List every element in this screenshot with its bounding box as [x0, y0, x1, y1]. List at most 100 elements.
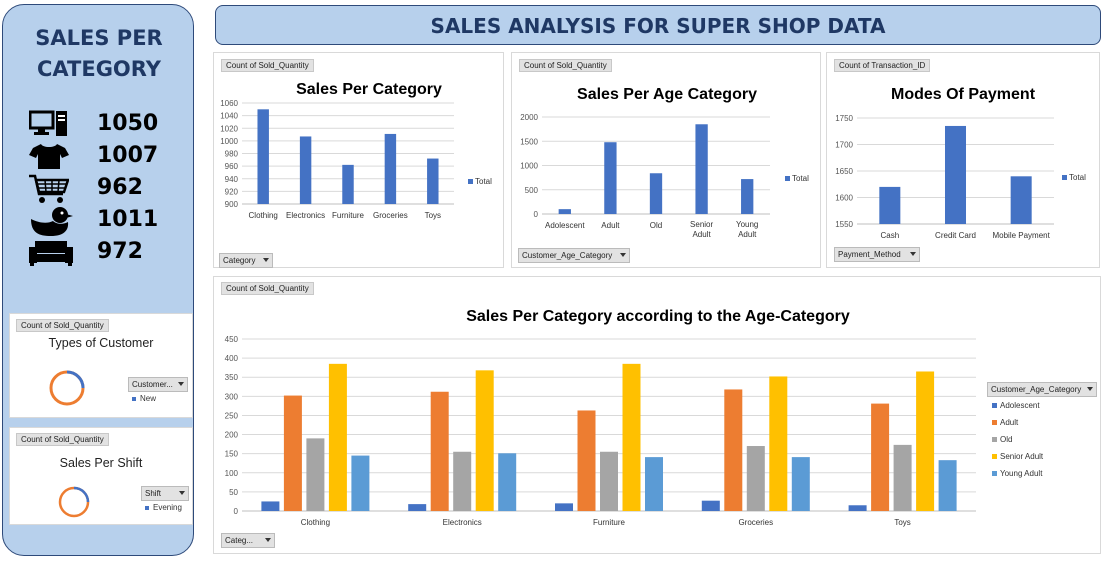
y-tick-label: 980	[225, 150, 239, 159]
category-age-grouped-bar-chart: Sales Per Category according to the Age-…	[225, 308, 1044, 527]
x-tick-label: Clothing	[249, 211, 278, 220]
bar-electronics-adolescent	[408, 504, 427, 511]
legend-item-evening: Evening	[145, 503, 182, 512]
sidebar-title-line2: CATEGORY	[36, 57, 162, 81]
y-tick-label: 1700	[835, 141, 853, 150]
chart-title: Modes Of Payment	[891, 86, 1036, 103]
x-tick-label: Groceries	[738, 518, 773, 527]
y-tick-label: 1000	[520, 162, 538, 171]
field-button[interactable]: Count of Sold_Quantity	[519, 59, 612, 72]
age-filter-dropdown[interactable]: Customer_Age_Category	[518, 248, 630, 263]
legend-label: Adolescent	[1000, 401, 1040, 410]
category-age-chart-panel: Count of Sold_Quantity Sales Per Categor…	[213, 276, 1101, 554]
bar-groceries-adolescent	[701, 500, 720, 511]
legend-swatch	[992, 471, 997, 476]
field-button[interactable]: Count of Sold_Quantity	[221, 59, 314, 72]
category-stat-value: 1011	[97, 207, 159, 232]
legend-label: Senior Adult	[1000, 452, 1044, 461]
y-tick-label: 250	[225, 411, 239, 420]
y-tick-label: 920	[225, 187, 239, 196]
bar-electronics-adult	[430, 391, 449, 511]
chevron-down-icon	[178, 382, 184, 386]
chevron-down-icon	[179, 491, 185, 495]
chevron-down-icon	[910, 252, 916, 256]
sidebar-title-line1: SALES PER	[35, 26, 163, 50]
legend-swatch	[992, 403, 997, 408]
x-tick-label: Senior	[690, 220, 713, 229]
bar-electronics-senior-adult	[475, 370, 494, 511]
legend-swatch	[992, 437, 997, 442]
legend-label: Total	[475, 177, 492, 186]
bar-groceries-senior-adult	[769, 376, 788, 511]
donut-segment-new	[66, 370, 85, 389]
customer-filter-dropdown[interactable]: Customer...	[128, 377, 188, 392]
category-stat-value: 1050	[97, 111, 159, 136]
shift-filter-dropdown[interactable]: Shift	[141, 486, 189, 501]
legend-item-new: New	[132, 394, 156, 403]
bar-clothing-adult	[283, 395, 302, 511]
category-stat-electronics: 1007	[29, 141, 189, 173]
bar-groceries	[384, 133, 397, 204]
field-button[interactable]: Count of Transaction_ID	[834, 59, 931, 72]
dashboard-header: SALES ANALYSIS FOR SUPER SHOP DATA	[215, 5, 1101, 45]
customer-type-card: Count of Sold_Quantity Types of Customer…	[9, 313, 193, 418]
legend-label: Adult	[1000, 418, 1019, 427]
x-tick-label: Furniture	[593, 518, 626, 527]
y-tick-label: 1000	[220, 137, 238, 146]
category-stat-value: 962	[97, 175, 143, 200]
age-category-legend-dropdown[interactable]: Customer_Age_Category	[987, 382, 1097, 397]
customer-donut-chart	[49, 370, 85, 406]
legend-label: Old	[1000, 435, 1012, 444]
shopping-cart-icon	[29, 174, 69, 203]
y-tick-label: 300	[225, 392, 239, 401]
bar-toys	[427, 158, 439, 204]
legend-label: Young Adult	[1000, 469, 1043, 478]
chevron-down-icon	[1087, 387, 1093, 391]
bar-groceries-adult	[724, 389, 743, 511]
chart-title: Sales Per Category according to the Age-…	[466, 308, 850, 325]
x-tick-label: Groceries	[373, 211, 408, 220]
payment-filter-dropdown[interactable]: Payment_Method	[834, 247, 920, 262]
y-tick-label: 100	[225, 469, 239, 478]
y-tick-label: 150	[225, 450, 239, 459]
bar-furniture-adolescent	[555, 503, 573, 511]
y-tick-label: 200	[225, 431, 239, 440]
sofa-icon	[29, 241, 73, 266]
category-stat-clothing: 1050	[29, 109, 189, 141]
legend-swatch	[132, 396, 136, 401]
x-tick-label: Electronics	[286, 211, 325, 220]
bar-clothing-old	[306, 438, 325, 511]
dropdown-label: Customer_Age_Category	[522, 251, 613, 260]
bar-electronics	[299, 136, 312, 204]
x-tick-label: Young	[736, 220, 758, 229]
legend-swatch	[992, 454, 997, 459]
x-tick-label: Furniture	[332, 211, 365, 220]
customer-type-title: Types of Customer	[48, 336, 154, 350]
y-tick-label: 1500	[520, 137, 538, 146]
bar-cash	[879, 186, 901, 224]
legend-label: Evening	[153, 503, 182, 512]
payment-bar-chart: Modes Of Payment 1550 1600 1650 1700 1750 Cash…	[835, 86, 1086, 240]
y-tick-label: 400	[225, 354, 239, 363]
category-chart-panel: Count of Sold_Quantity Sales Per Categor…	[213, 52, 504, 268]
category-stat-value: 972	[97, 239, 143, 264]
bar-old	[649, 173, 663, 214]
dropdown-label: Shift	[145, 489, 162, 498]
dropdown-label: Categ...	[225, 536, 254, 545]
legend-swatch	[145, 505, 149, 510]
field-button[interactable]: Count of Sold_Quantity	[16, 319, 109, 332]
rubber-duck-icon	[31, 207, 73, 236]
x-tick-label: Adult	[692, 230, 711, 239]
combo-category-filter-dropdown[interactable]: Categ...	[221, 533, 275, 548]
bar-toys-senior-adult	[916, 371, 935, 511]
field-button[interactable]: Count of Sold_Quantity	[221, 282, 314, 295]
chevron-down-icon	[620, 253, 626, 257]
field-button[interactable]: Count of Sold_Quantity	[16, 433, 109, 446]
chart-title: Sales Per Category	[296, 81, 442, 98]
sidebar-panel: SALES PER CATEGORY 1050 1007	[2, 4, 194, 556]
bar-furniture-senior-adult	[622, 363, 641, 511]
category-stat-groceries: 1011	[29, 205, 189, 237]
bar-furniture	[342, 164, 354, 204]
sidebar-title: SALES PER CATEGORY	[3, 23, 195, 85]
category-filter-dropdown[interactable]: Category	[219, 253, 273, 268]
